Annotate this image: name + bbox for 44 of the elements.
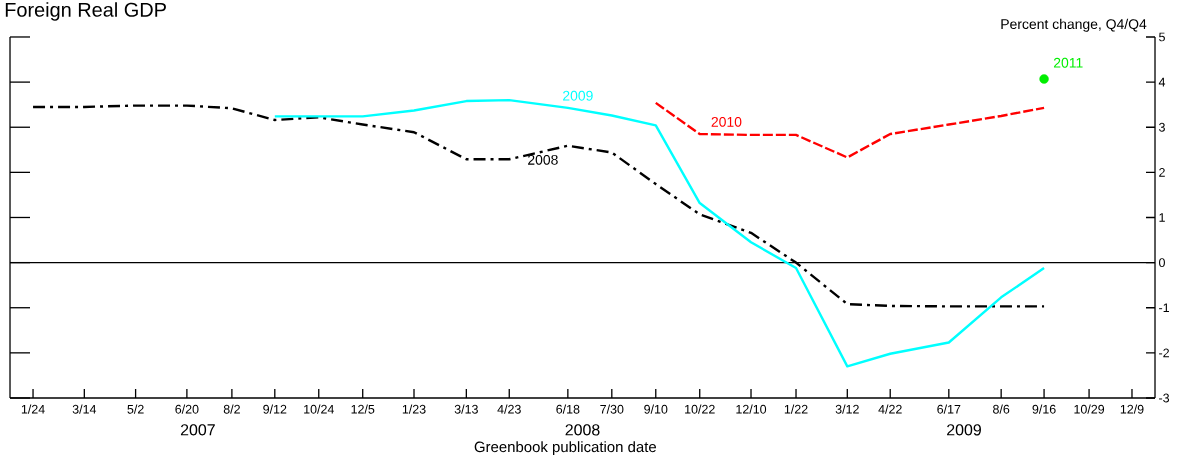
text: 2007 xyxy=(180,424,215,436)
x-tick-label: 6/17 xyxy=(937,404,961,414)
y-tick-label: 4 xyxy=(1158,77,1166,87)
x-tick-label: 10/29 xyxy=(1074,404,1105,414)
y-tick-label: 5 xyxy=(1159,32,1165,42)
y-tick-label: -1 xyxy=(1159,303,1169,313)
text: 2008 xyxy=(565,424,600,436)
x-tick-label: 7/30 xyxy=(600,404,624,414)
series-label: 2009 xyxy=(563,90,593,101)
x-tick-label: 3/14 xyxy=(72,404,97,414)
x-axis-title: Greenbook publication date xyxy=(474,441,657,456)
x-tick-label: 9/12 xyxy=(263,404,287,414)
chart-title: Foreign Real GDP xyxy=(5,2,166,21)
x-tick-label: 1/24 xyxy=(21,404,45,414)
x-tick-label: 1/23 xyxy=(402,404,426,414)
x-tick-label: 12/10 xyxy=(736,404,767,414)
x-tick-label: 9/10 xyxy=(644,404,668,414)
x-tick-label: 6/18 xyxy=(556,404,580,414)
x-tick-label: 9/16 xyxy=(1032,404,1056,414)
y-tick-label: 2 xyxy=(1159,168,1165,177)
x-tick-label: 12/9 xyxy=(1120,404,1144,414)
x-tick-label: 8/6 xyxy=(993,404,1010,414)
series-label: 2011 xyxy=(1053,57,1083,68)
x-tick-label: 1/22 xyxy=(784,404,808,414)
series-label: 2010 xyxy=(711,116,742,127)
x-tick-label: 8/2 xyxy=(223,404,240,414)
x-tick-label: 3/12 xyxy=(835,404,859,414)
x-tick-label: 5/2 xyxy=(127,404,144,414)
series-label: 2008 xyxy=(528,154,558,165)
x-tick-label: 10/24 xyxy=(304,404,334,414)
x-tick-label: 4/22 xyxy=(878,404,902,414)
text: 2009 xyxy=(947,424,981,436)
y-tick-label: 0 xyxy=(1159,258,1165,268)
x-tick-label: 4/23 xyxy=(497,404,521,414)
y-tick-label: 1 xyxy=(1159,213,1165,222)
y-tick-label: -3 xyxy=(1159,393,1170,403)
x-tick-label: 12/5 xyxy=(351,404,375,414)
y-axis-title: Percent change, Q4/Q4 xyxy=(1001,18,1147,32)
y-tick-label: 3 xyxy=(1158,122,1165,132)
x-tick-label: 3/13 xyxy=(454,404,478,414)
line-series xyxy=(654,101,1046,159)
x-tick-label: 10/22 xyxy=(685,404,715,414)
x-tick-label: 6/20 xyxy=(175,404,199,414)
y-tick-label: -2 xyxy=(1159,348,1169,358)
